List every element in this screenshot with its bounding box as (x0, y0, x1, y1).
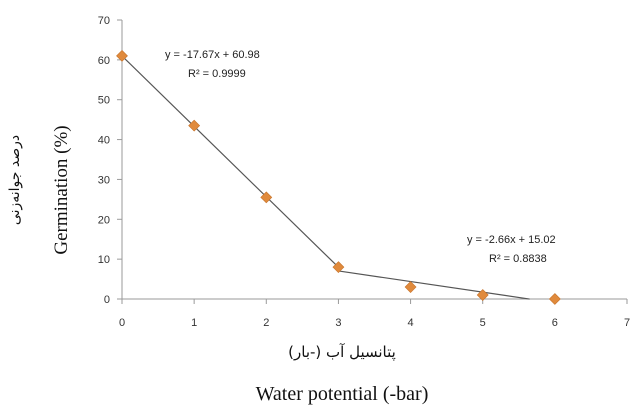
trendline-2-equation: y = -2.66x + 15.02 (467, 234, 556, 246)
x-axis-label: Water potential (-bar) (256, 383, 429, 405)
trendlines (121, 55, 530, 300)
x-tick-label: 5 (480, 317, 486, 329)
y-tick-label: 30 (98, 174, 110, 186)
y-axis-label-persian: درصد جوانه‌زنی (7, 135, 23, 225)
y-tick-label: 0 (104, 294, 110, 306)
data-point (332, 261, 345, 274)
y-tick-label: 70 (98, 15, 110, 27)
y-tick-label: 60 (98, 55, 110, 67)
y-tick-label: 40 (98, 135, 110, 147)
data-point (188, 119, 201, 132)
x-tick-label: 6 (552, 317, 558, 329)
data-point (404, 281, 417, 293)
data-point (548, 293, 561, 305)
y-axis-label: Germination (%) (51, 125, 72, 254)
data-point (116, 49, 128, 62)
x-axis-label-persian: پتانسیل آب (-بار) (288, 343, 396, 362)
x-tick-label: 4 (408, 317, 414, 329)
trendline-1 (121, 55, 339, 268)
y-tick-label: 10 (98, 254, 110, 266)
data-point (260, 191, 273, 204)
x-tick-label: 1 (191, 317, 197, 329)
x-tick-label: 3 (335, 317, 341, 329)
x-tick-label: 0 (119, 317, 125, 329)
trendline-1-equation: y = -17.67x + 60.98 (165, 49, 260, 61)
data-points (116, 49, 561, 305)
axes (121, 20, 627, 300)
data-point (476, 289, 489, 301)
x-tick-label: 2 (263, 317, 269, 329)
y-tick-label: 50 (98, 95, 110, 107)
x-tick-label: 7 (624, 317, 630, 329)
y-tick-label: 20 (98, 214, 110, 226)
trendline-2-r2: R² = 0.8838 (489, 253, 547, 265)
x-ticks: 0 1 2 3 4 5 6 7 (119, 299, 630, 329)
trendline-1-r2: R² = 0.9999 (188, 68, 246, 80)
y-ticks: 0 10 20 30 40 50 60 70 (98, 15, 122, 306)
trendline-2 (338, 270, 530, 300)
